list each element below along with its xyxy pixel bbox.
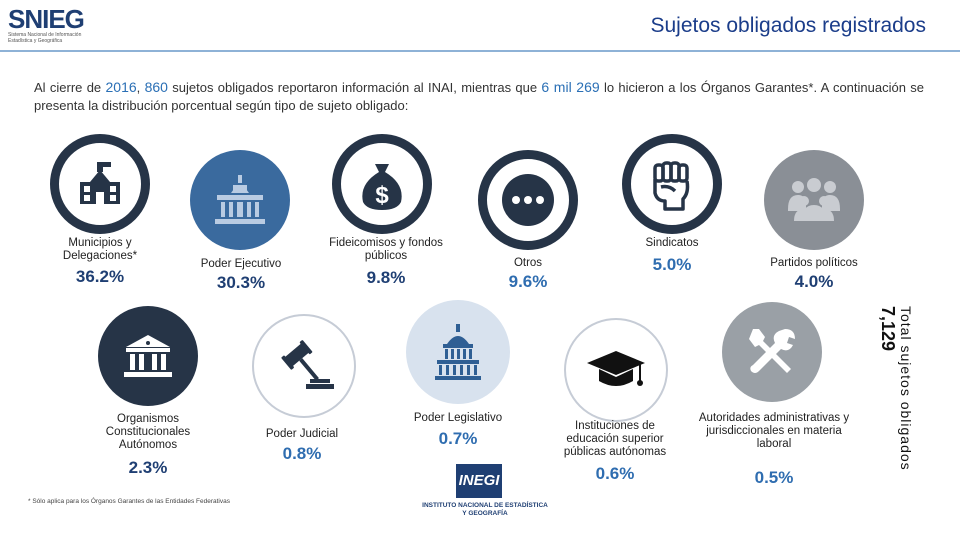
inegi-logo: INEGI INSTITUTO NACIONAL DE ESTADÍSTICA … [420,464,550,528]
snieg-logo: SNIEG Sistema Nacional de Información Es… [8,6,108,50]
page-title: Sujetos obligados registrados [650,14,926,37]
fideicomisos-label: Fideicomisos y fondos públicos [329,237,443,262]
town-hall-icon [80,162,120,204]
organismos-circle [98,306,198,406]
sindicatos-label: Sindicatos [645,237,699,249]
logo-text: SNIEG [8,4,85,34]
intro-text-2: , [136,80,145,95]
instituciones-educacion-circle [564,318,668,422]
logo-subtitle: Sistema Nacional de Información Estadíst… [8,32,82,44]
fideicomisos-value: 9.8% [366,268,406,287]
tools-icon [749,329,795,373]
institution-icon [124,335,172,377]
otros-label: Otros [513,257,543,269]
intro-other-count: 6 mil 269 [541,79,600,95]
intro-text-4: lo hicieron a los Órganos Garantes*. A c… [34,80,924,113]
instituciones-educacion-value: 0.6% [595,464,635,483]
government-building-icon [215,175,265,224]
inegi-name: INSTITUTO NACIONAL DE ESTADÍSTICA Y GEOG… [422,502,548,517]
organismos-value: 2.3% [128,458,168,477]
partidos-value: 4.0% [794,272,834,291]
municipios-circle [50,134,150,234]
organismos-label: Organismos Constitucionales Autónomos [105,413,191,451]
poder-ejecutivo-circle [190,150,290,250]
total-value: 7,129 [878,306,898,352]
intro-text-1: Al cierre de [34,80,106,95]
intro-year: 2016 [105,79,137,95]
otros-value: 9.6% [508,272,548,291]
gavel-icon [281,340,334,389]
poder-legislativo-label: Poder Legislativo [413,412,503,424]
raised-fist-icon [653,161,690,211]
total-label: Total sujetos obligados [898,306,914,471]
poder-judicial-circle [252,314,356,418]
poder-judicial-value: 0.8% [282,444,322,463]
graduation-cap-icon [587,351,645,386]
capitol-icon [435,324,481,380]
instituciones-educacion-label: Instituciones de educación superior públ… [563,420,667,458]
money-bag-icon: $ [362,164,402,210]
poder-legislativo-circle [406,300,510,404]
autoridades-label: Autoridades administrativas y jurisdicci… [698,412,850,450]
group-people-icon [788,178,840,221]
inegi-mark: INEGI [456,464,502,498]
sindicatos-circle [622,134,722,234]
ellipsis-icon [502,174,554,226]
partidos-label: Partidos políticos [770,257,858,269]
poder-ejecutivo-value: 30.3% [216,273,266,292]
footnote: * Sólo aplica para los Órganos Garantes … [28,498,230,505]
poder-ejecutivo-label: Poder Ejecutivo [200,258,282,270]
intro-paragraph: Al cierre de 2016, 860 sujetos obligados… [34,78,924,115]
intro-text-3: sujetos obligados reportaron información… [167,80,542,95]
autoridades-circle [722,302,822,402]
intro-count: 860 [144,79,168,95]
poder-legislativo-value: 0.7% [438,429,478,448]
partidos-circle [764,150,864,250]
municipios-value: 36.2% [75,267,125,286]
fideicomisos-circle: $ [332,134,432,234]
otros-circle [478,150,578,250]
municipios-label: Municipios y Delegaciones* [62,237,138,262]
title-divider [0,50,960,52]
poder-judicial-label: Poder Judicial [265,428,339,440]
autoridades-value: 0.5% [754,468,794,487]
sindicatos-value: 5.0% [652,255,692,274]
svg-text:$: $ [375,182,389,209]
total-vertical-label: Total sujetos obligados 7,129 [872,306,914,476]
